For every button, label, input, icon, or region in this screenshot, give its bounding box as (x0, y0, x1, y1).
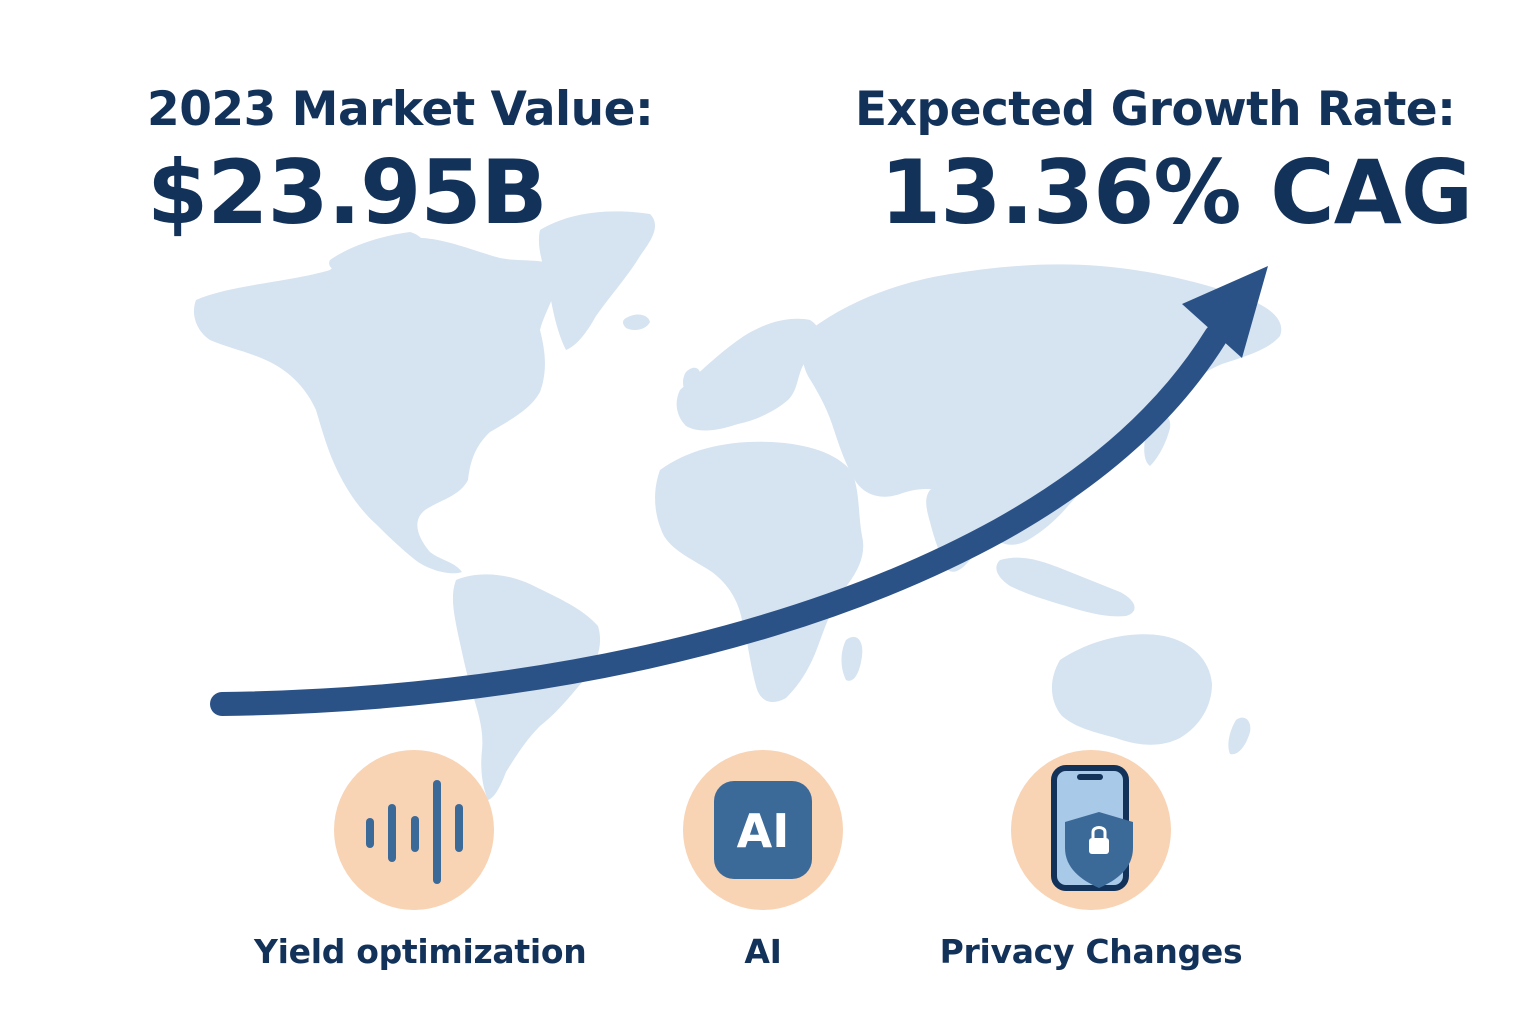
map-se-asia (996, 557, 1135, 617)
map-asia (802, 264, 1282, 545)
growth-rate-block: Expected Growth Rate: 13.36% CAG (855, 82, 1473, 244)
map-europe (676, 318, 820, 431)
market-value-amount: $23.95B (147, 141, 548, 244)
driver-yield-label: Yield optimization (254, 932, 587, 971)
driver-ai-label: AI (744, 932, 782, 971)
driver-ai-icon-circle: AI (683, 750, 843, 910)
map-australia (1051, 634, 1212, 745)
map-africa (655, 441, 864, 702)
driver-ai: AI AI (603, 750, 923, 971)
driver-privacy-icon-circle (1011, 750, 1171, 910)
driver-yield-optimization: Yield optimization (254, 750, 587, 971)
map-new-zealand (1228, 717, 1251, 755)
driver-yield-icon-circle (334, 750, 494, 910)
map-iceland (623, 314, 650, 330)
map-madagascar (841, 636, 863, 681)
ai-chip-text: AI (737, 804, 790, 858)
market-value-block: 2023 Market Value: $23.95B (147, 82, 654, 244)
map-greenland (538, 211, 656, 350)
growth-rate-amount: 13.36% CAG (880, 141, 1473, 244)
map-uk (683, 367, 701, 396)
driver-privacy-label: Privacy Changes (939, 932, 1243, 971)
map-north-america (193, 237, 560, 574)
ai-chip-icon: AI (714, 781, 812, 879)
sound-bars-icon (366, 780, 463, 884)
driver-privacy-changes: Privacy Changes (931, 750, 1251, 971)
map-canada-islands (329, 232, 424, 272)
growth-rate-label: Expected Growth Rate: (855, 82, 1456, 137)
growth-arrow-shaft (210, 324, 1228, 716)
growth-arrow-head (1182, 266, 1268, 358)
market-value-label: 2023 Market Value: (147, 82, 654, 137)
phone-shield-lock-icon (1051, 765, 1133, 891)
